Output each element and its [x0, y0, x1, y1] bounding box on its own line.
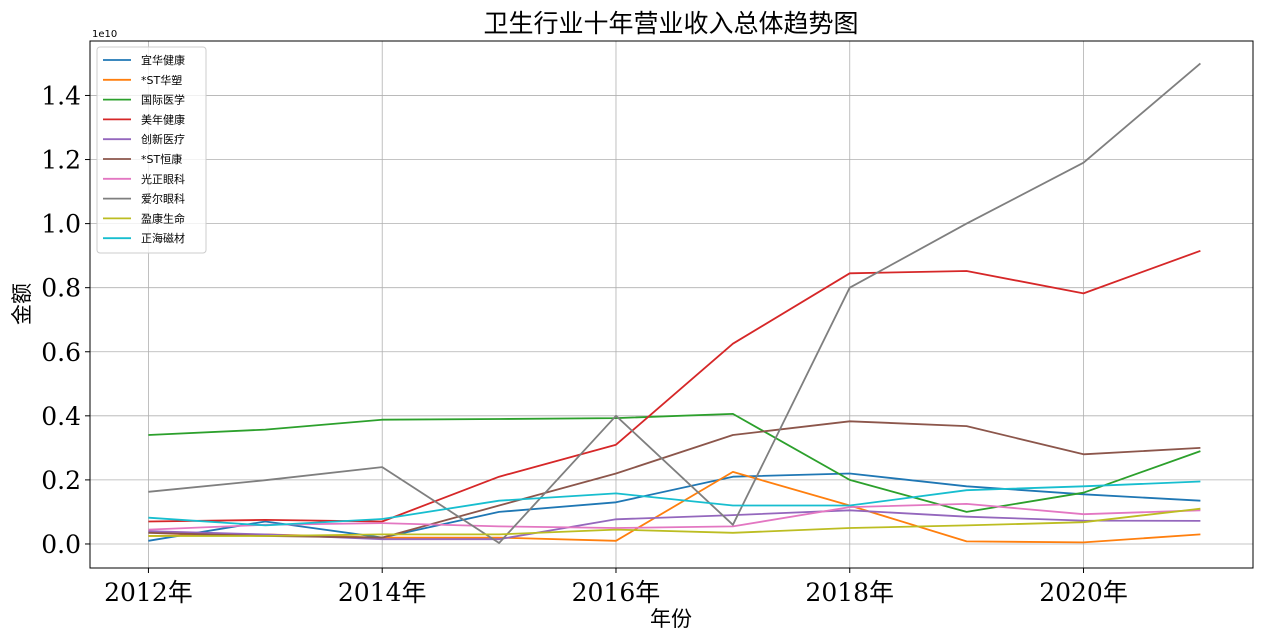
x-tick-label: 2018年	[805, 578, 894, 607]
legend-label: 盈康生命	[141, 211, 185, 225]
x-axis-label: 年份	[650, 607, 692, 631]
legend-box	[96, 46, 207, 254]
y-axis-offset-text: 1e10	[92, 29, 117, 40]
legend-label: 国际医学	[141, 93, 185, 107]
legend-label: 创新医疗	[141, 132, 185, 146]
x-tick-label: 2012年	[104, 578, 193, 607]
series-line-4	[148, 249, 1201, 523]
series-line-8	[148, 62, 1201, 544]
series-lines	[148, 62, 1201, 544]
plot-frame	[89, 40, 1254, 569]
x-tick-label: 2014年	[338, 578, 427, 607]
y-axis-ticks: 0.0 0.2 0.4 0.6 0.8 1.0 1.2 1.4	[41, 81, 90, 559]
legend-label: 宜华健康	[141, 53, 185, 67]
y-tick-label: 0.2	[41, 466, 81, 495]
legend-label: 爱尔眼科	[141, 192, 185, 206]
legend-label: 美年健康	[141, 112, 185, 126]
series-line-1	[148, 472, 1201, 542]
chart-title: 卫生行业十年营业收入总体趋势图	[483, 9, 858, 38]
y-tick-label: 0.6	[41, 338, 81, 367]
x-axis-ticks: 2012年 2014年 2016年 2018年 2020年	[104, 568, 1128, 607]
y-tick-label: 1.0	[41, 210, 81, 239]
y-tick-label: 0.8	[41, 274, 81, 303]
legend-label: 正海磁材	[141, 231, 185, 245]
series-line-7	[148, 502, 1201, 531]
x-tick-label: 2020年	[1039, 578, 1128, 607]
legend-label: *ST华塑	[141, 73, 182, 87]
legend-label: 光正眼科	[141, 172, 185, 186]
y-axis-label: 金额	[10, 283, 34, 325]
y-tick-label: 0.0	[41, 530, 81, 559]
y-tick-label: 1.4	[41, 81, 81, 110]
series-line-3	[148, 412, 1201, 513]
y-tick-label: 0.4	[41, 402, 81, 431]
series-line-9	[148, 507, 1201, 537]
series-line-10	[148, 480, 1201, 527]
legend-label: *ST恒康	[141, 152, 182, 166]
y-tick-label: 1.2	[41, 146, 81, 175]
x-tick-label: 2016年	[572, 578, 661, 607]
series-line-6	[148, 420, 1201, 539]
